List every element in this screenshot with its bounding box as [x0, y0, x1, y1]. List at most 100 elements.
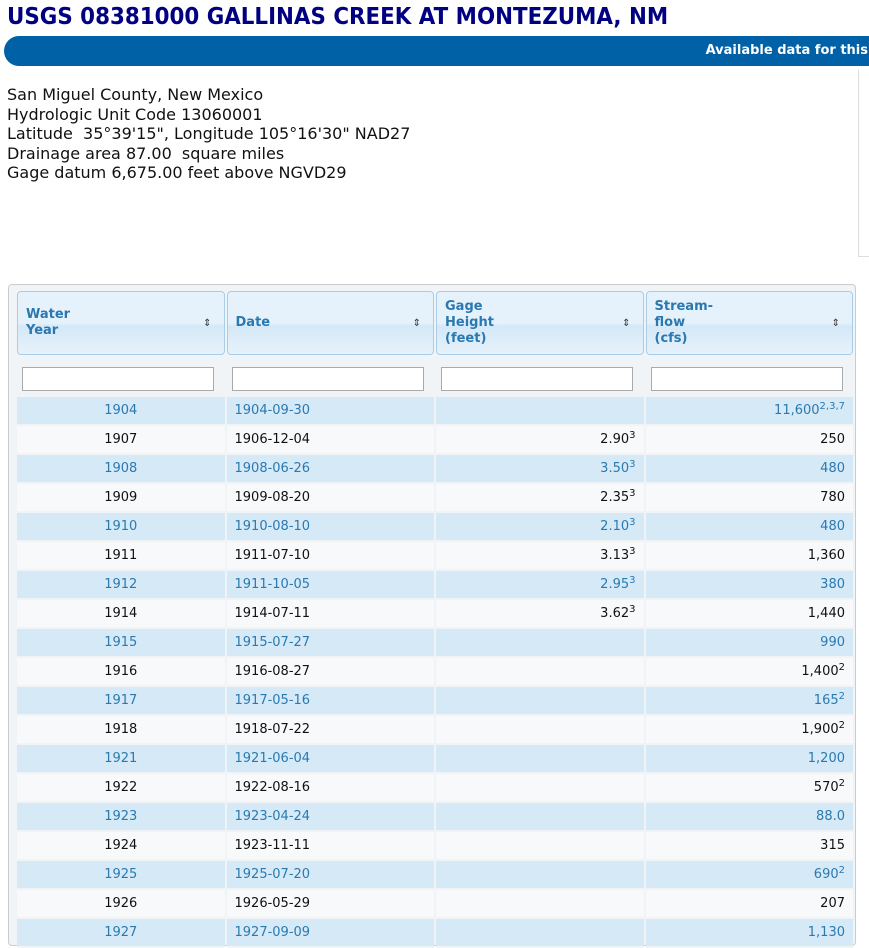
water-year-cell: 1926: [17, 890, 225, 919]
sort-icon[interactable]: ⇕: [412, 318, 421, 329]
water-year-cell-value: 1927: [104, 925, 138, 940]
gage-height-cell-value: 2.90: [600, 432, 630, 447]
water-year-cell-value: 1904: [104, 403, 138, 418]
water-year-cell-value: 1908: [104, 461, 138, 476]
streamflow-cell: 1,130: [645, 919, 853, 948]
water-year-cell: 1914: [17, 600, 225, 629]
filter-input-water-year[interactable]: [22, 367, 214, 391]
water-year-cell-value: 1925: [104, 867, 138, 882]
streamflow-cell-value: 315: [820, 838, 845, 853]
sort-icon[interactable]: ⇕: [203, 318, 212, 329]
date-cell-value: 1911-10-05: [234, 577, 311, 592]
date-cell-value: 1911-07-10: [234, 548, 311, 563]
available-data-label[interactable]: Available data for this: [705, 43, 868, 58]
header-label: (feet): [445, 331, 487, 346]
table-row: 1911 1911-07-10 3.133 1,360: [17, 542, 853, 571]
gage-height-cell: [436, 687, 644, 716]
streamflow-cell: 250: [645, 426, 853, 455]
water-year-cell: 1912: [17, 571, 225, 600]
gage-height-cell: 3.133: [436, 542, 644, 571]
water-year-cell: 1915: [17, 629, 225, 658]
table-row: 1918 1918-07-22 1,9002: [17, 716, 853, 745]
streamflow-cell: 1,4002: [645, 658, 853, 687]
table-row: 1922 1922-08-16 5702: [17, 774, 853, 803]
table-row: 1925 1925-07-20 6902: [17, 861, 853, 890]
footnote-code: 2: [838, 662, 845, 673]
gage-height-cell: [436, 397, 644, 426]
date-cell: 1922-08-16: [226, 774, 434, 803]
gage-height-cell-value: 2.95: [600, 577, 630, 592]
column-header-gage-height[interactable]: Gage Height (feet) ⇕: [436, 291, 644, 355]
gage-height-cell-value: 3.13: [600, 548, 630, 563]
gage-height-cell: [436, 629, 644, 658]
water-year-cell: 1918: [17, 716, 225, 745]
streamflow-cell-value: 1,130: [807, 925, 845, 940]
table-row: 1916 1916-08-27 1,4002: [17, 658, 853, 687]
date-cell-value: 1917-05-16: [234, 693, 311, 708]
gage-height-cell: [436, 832, 644, 861]
column-header-water-year[interactable]: Water Year ⇕: [17, 291, 225, 355]
header-label: (cfs): [654, 331, 688, 346]
date-cell: 1915-07-27: [226, 629, 434, 658]
gage-height-cell: [436, 716, 644, 745]
gage-height-cell-value: 3.62: [600, 606, 630, 621]
gage-height-cell: [436, 861, 644, 890]
footnote-code: 3: [629, 604, 636, 615]
water-year-cell-value: 1911: [104, 548, 138, 563]
table-row: 1909 1909-08-20 2.353 780: [17, 484, 853, 513]
streamflow-cell-value: 1,440: [807, 606, 845, 621]
date-cell-value: 1925-07-20: [234, 867, 311, 882]
table-row: 1904 1904-09-30 11,6002,3,7: [17, 397, 853, 426]
gage-height-cell: 2.953: [436, 571, 644, 600]
gage-height-cell-value: 2.35: [600, 490, 630, 505]
water-year-cell: 1927: [17, 919, 225, 948]
header-label: Height: [445, 315, 494, 330]
footnote-code: 2: [838, 865, 845, 876]
filter-input-streamflow[interactable]: [650, 367, 843, 391]
gage-height-cell: [436, 890, 644, 919]
water-year-cell: 1907: [17, 426, 225, 455]
date-cell-value: 1926-05-29: [234, 896, 311, 911]
header-label: Year: [26, 323, 59, 338]
sort-icon[interactable]: ⇕: [622, 318, 631, 329]
column-header-streamflow[interactable]: Stream-flow (cfs) ⇕: [645, 291, 853, 355]
streamflow-cell: 1,9002: [645, 716, 853, 745]
footnote-code: 3: [629, 430, 636, 441]
date-cell-value: 1910-08-10: [234, 519, 311, 534]
lat-long: Latitude 35°39'15", Longitude 105°16'30"…: [7, 124, 411, 143]
water-year-cell: 1916: [17, 658, 225, 687]
date-cell: 1909-08-20: [226, 484, 434, 513]
available-data-bar: Available data for this: [4, 36, 869, 66]
streamflow-cell-value: 250: [820, 432, 845, 447]
date-cell: 1923-11-11: [226, 832, 434, 861]
gage-height-cell-value: 2.10: [600, 519, 630, 534]
footnote-code: 3: [629, 459, 636, 470]
gage-height-cell: [436, 745, 644, 774]
gage-height-cell: [436, 774, 644, 803]
filter-input-date[interactable]: [231, 367, 424, 391]
date-cell-value: 1908-06-26: [234, 461, 311, 476]
huc: Hydrologic Unit Code 13060001: [7, 104, 263, 124]
column-header-date[interactable]: Date ⇕: [226, 291, 434, 355]
streamflow-cell: 380: [645, 571, 853, 600]
date-cell-value: 1914-07-11: [234, 606, 311, 621]
streamflow-cell-value: 11,600: [774, 403, 820, 418]
gage-height-cell-value: 3.50: [600, 461, 630, 476]
streamflow-cell-value: 570: [813, 780, 839, 795]
water-year-cell-value: 1907: [104, 432, 138, 447]
filter-input-gage-height[interactable]: [441, 367, 633, 391]
streamflow-cell-value: 480: [820, 519, 845, 534]
side-panel: [858, 70, 869, 257]
water-year-cell-value: 1909: [104, 490, 138, 505]
gage-height-cell: [436, 658, 644, 687]
header-label: flow: [654, 315, 686, 330]
sort-icon[interactable]: ⇕: [831, 318, 840, 329]
water-year-cell-value: 1910: [104, 519, 138, 534]
water-year-cell-value: 1926: [104, 896, 138, 911]
footnote-code: 3: [629, 546, 636, 557]
drainage-area: Drainage area 87.00 square miles: [7, 143, 285, 163]
footnote-code: 2: [838, 778, 845, 789]
table-row: 1924 1923-11-11 315: [17, 832, 853, 861]
date-cell-value: 1922-08-16: [234, 780, 311, 795]
streamflow-cell: 780: [645, 484, 853, 513]
